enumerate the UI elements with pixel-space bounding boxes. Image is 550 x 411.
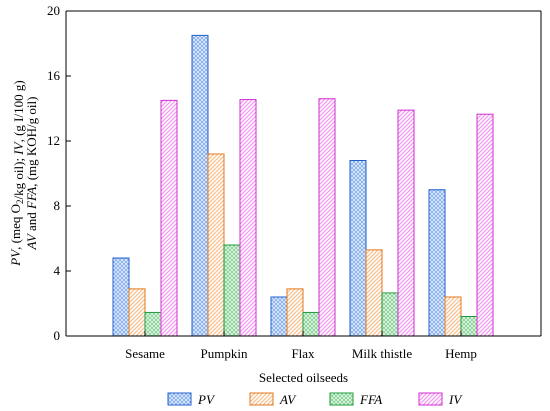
y-tick-label: 12 [47,133,60,148]
bar-iv-flax [318,98,336,337]
y-axis-ticks: 0 4 8 12 16 20 [47,3,71,343]
y-tick-label: 16 [47,68,61,83]
x-tick-label: Milk thistle [352,346,413,361]
bar-av-hemp [444,296,462,337]
x-axis-title: Selected oilseeds [259,370,348,385]
legend-label: AV [279,392,297,407]
x-axis-ticks: Sesame Pumpkin Flax Milk thistle Hemp [125,331,477,361]
y-tick-label: 0 [54,328,61,343]
bar-av-sesame [128,288,146,337]
legend-swatch [329,392,354,406]
bar-av-flax [286,288,304,337]
bar-pv-sesame [112,257,130,337]
y-axis-title: PV, (meq O2/kg oil); IV, (g I/100 g) AV … [8,80,39,266]
legend-label: FFA [359,392,382,407]
bar-ffa-sesame [144,311,162,337]
bars-group [112,34,494,337]
x-tick-label: Hemp [445,346,477,361]
bar-iv-milk-thistle [397,109,415,337]
legend-swatch [167,392,192,406]
y-axis-title-line1: PV, (meq O2/kg oil); IV, (g I/100 g) [8,80,26,266]
x-tick-label: Sesame [125,346,165,361]
y-tick-label: 8 [54,198,61,213]
bar-iv-sesame [160,99,178,337]
legend-item-ffa: FFA [329,392,382,407]
bar-pv-pumpkin [191,34,209,337]
bar-ffa-milk-thistle [381,292,399,337]
bar-av-pumpkin [207,153,225,337]
y-tick-label: 4 [54,263,61,278]
legend-item-pv: PV [167,392,216,407]
y-tick-label: 20 [47,3,60,18]
y-axis-title-line2: AV and FFA, (mg KOH/g oil) [24,97,39,251]
bar-pv-hemp [428,189,446,337]
x-tick-label: Flax [291,346,315,361]
bar-ffa-hemp [460,316,478,337]
legend-item-iv: IV [418,392,463,407]
legend-label: IV [448,392,463,407]
x-tick-label: Pumpkin [201,346,248,361]
bar-iv-pumpkin [239,99,257,337]
bar-ffa-flax [302,311,320,337]
legend-item-av: AV [249,392,297,407]
legend-swatch [249,392,274,406]
legend-swatch [418,392,443,406]
bar-iv-hemp [476,113,494,337]
plot-frame [65,10,542,337]
bar-pv-milk-thistle [349,160,367,337]
bar-av-milk-thistle [365,249,383,337]
bar-ffa-pumpkin [223,244,241,337]
bar-pv-flax [270,296,288,337]
legend-label: PV [197,392,216,407]
legend: PV AV FFA IV [167,392,463,407]
